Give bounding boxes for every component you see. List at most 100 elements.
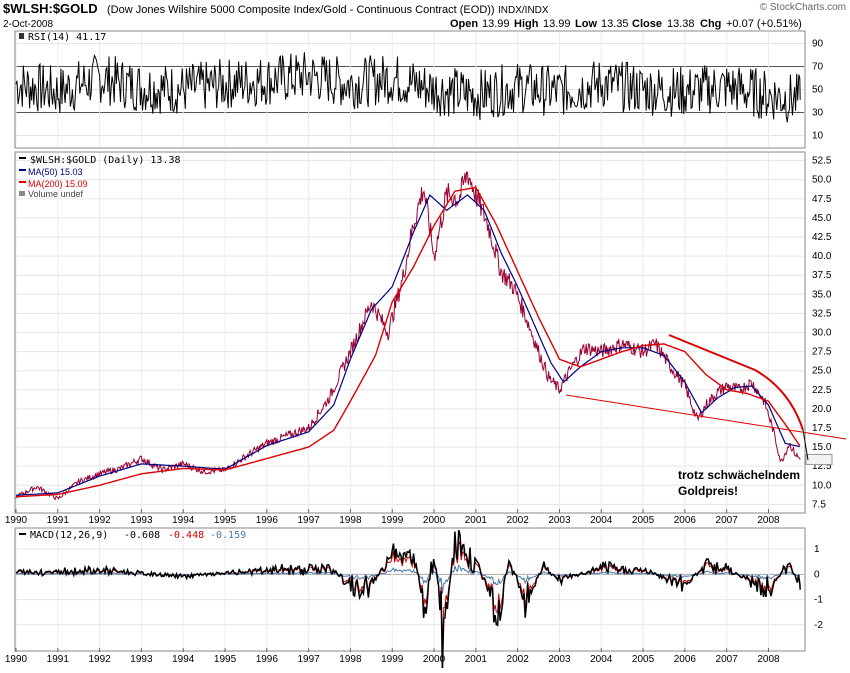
- symbol-description: (Dow Jones Wilshire 5000 Composite Index…: [107, 4, 495, 16]
- x-axis-bottom-label: 1996: [256, 654, 279, 665]
- signal-legend-value: -0.448: [168, 530, 204, 541]
- ma50-line: [15, 193, 800, 496]
- brand-label: © StockCharts.com: [760, 2, 846, 13]
- low-value: 13.35: [601, 18, 629, 30]
- x-axis-bottom-label: 1999: [381, 654, 404, 665]
- rsi-line: [15, 52, 801, 123]
- low-label: Low: [575, 18, 597, 30]
- date-label: 2-Oct-2008: [3, 19, 53, 30]
- x-axis-mid-label: 2003: [548, 515, 571, 526]
- macd-tick-label: 0: [814, 569, 820, 580]
- x-axis-mid-label: 2001: [465, 515, 488, 526]
- price-legend-text: $WLSH:$GOLD (Daily) 13.38: [30, 155, 181, 166]
- x-axis-mid-label: 2006: [674, 515, 697, 526]
- x-axis-mid-label: 1998: [339, 515, 362, 526]
- price-tick-label: 32.5: [812, 308, 832, 319]
- annotation-line-1: trotz schwächelndem: [678, 468, 800, 482]
- x-axis-bottom-label: 2003: [548, 654, 571, 665]
- x-axis-mid-label: 2008: [757, 515, 780, 526]
- x-axis-bottom-label: 1992: [88, 654, 111, 665]
- x-axis-mid-label: 2007: [716, 515, 739, 526]
- annotation-line-2: Goldpreis!: [678, 484, 738, 498]
- price-tick-label: 40.0: [812, 251, 832, 262]
- price-legend-swatch: [19, 157, 26, 159]
- price-tick-label: 22.5: [812, 385, 832, 396]
- volume-legend-text: Volume undef: [28, 189, 84, 199]
- price-legend: $WLSH:$GOLD (Daily) 13.38 MA(50) 15.03 M…: [19, 155, 181, 199]
- symbol-title: $WLSH:$GOLD: [3, 1, 98, 16]
- close-value: 13.38: [667, 18, 695, 30]
- x-axis-bottom-label: 2001: [465, 654, 488, 665]
- rsi-tick-label: 70: [812, 62, 824, 73]
- x-axis-mid-label: 2004: [590, 515, 613, 526]
- x-axis-mid-label: 1997: [298, 515, 321, 526]
- ma200-legend-text: MA(200) 15.09: [28, 179, 88, 189]
- close-label: Close: [632, 18, 662, 30]
- x-axis-bottom-label: 2007: [716, 654, 739, 665]
- price-tick-label: 52.5: [812, 156, 832, 167]
- price-tick-label: 35.0: [812, 289, 832, 300]
- rsi-legend-swatch: [19, 33, 24, 39]
- price-tick-label: 27.5: [812, 347, 832, 358]
- exchange-label: INDX/INDX: [498, 5, 549, 16]
- price-tick-label: 30.0: [812, 328, 832, 339]
- high-value: 13.99: [543, 18, 571, 30]
- macd-tick-label: 1: [814, 544, 820, 555]
- ma50-legend-swatch: [19, 169, 26, 171]
- price-tick-label: 25.0: [812, 366, 832, 377]
- price-tick-label: 12.5: [812, 461, 832, 472]
- rsi-legend-text: RSI(14) 41.17: [28, 32, 106, 43]
- price-tick-label: 10.0: [812, 480, 832, 491]
- x-axis-bottom-label: 2008: [757, 654, 780, 665]
- x-axis-mid-label: 2002: [507, 515, 530, 526]
- price-tick-label: 15.0: [812, 442, 832, 453]
- x-axis-mid-label: 1992: [88, 515, 111, 526]
- macd-panel-frame: [14, 527, 806, 652]
- price-tick-label: 42.5: [812, 232, 832, 243]
- x-axis-bottom-label: 1997: [298, 654, 321, 665]
- price-series: [15, 171, 833, 500]
- price-tick-label: 47.5: [812, 194, 832, 205]
- macd-legend: MACD(12,26,9) -0.608 -0.448 -0.159: [19, 530, 246, 541]
- x-axis-mid-label: 1991: [47, 515, 70, 526]
- x-axis-bottom: 1990 1991 1992 1993 1994 1995 1996 1997 1998 1999…: [5, 648, 780, 665]
- macd-legend-value: -0.608: [124, 530, 160, 541]
- rsi-tick-label: 30: [812, 108, 824, 119]
- x-axis-mid-label: 1996: [256, 515, 279, 526]
- price-tick-label: 7.5: [812, 499, 826, 510]
- x-axis-bottom-label: 1994: [172, 654, 195, 665]
- macd-tick-label: -1: [814, 595, 823, 606]
- macd-legend-name: MACD(12,26,9): [30, 530, 108, 541]
- macd-legend-swatch: [19, 533, 26, 535]
- x-axis-bottom-label: 2005: [632, 654, 655, 665]
- x-axis-bottom-label: 2006: [674, 654, 697, 665]
- hist-legend-value: -0.159: [210, 530, 246, 541]
- x-axis-mid-label: 1999: [381, 515, 404, 526]
- x-axis-mid-label: 1990: [5, 515, 28, 526]
- annotation-pointer: [802, 429, 809, 461]
- macd-line: [15, 529, 801, 673]
- price-tick-label: 17.5: [812, 423, 832, 434]
- x-axis-mid-label: 1994: [172, 515, 195, 526]
- x-axis-bottom-label: 2000: [423, 654, 446, 665]
- x-axis-middle: 1990 1991 1992 1993 1994 1995 1996 1997 1998 1999…: [5, 509, 780, 526]
- price-line: [15, 171, 801, 500]
- macd-tick-label: -2: [814, 620, 823, 631]
- x-axis-mid-label: 1995: [214, 515, 237, 526]
- x-axis-bottom-label: 1993: [130, 654, 153, 665]
- x-axis-bottom-label: 2002: [507, 654, 530, 665]
- open-value: 13.99: [482, 18, 510, 30]
- price-tick-label: 20.0: [812, 404, 832, 415]
- chg-value: +0.07 (+0.51%): [726, 18, 802, 30]
- chg-label: Chg: [700, 18, 721, 30]
- ma50-legend-text: MA(50) 15.03: [28, 167, 83, 177]
- trendline-annotations: [565, 334, 847, 461]
- x-axis-bottom-label: 1995: [214, 654, 237, 665]
- x-axis-bottom-label: 1991: [47, 654, 70, 665]
- x-axis-bottom-label: 1990: [5, 654, 28, 665]
- ma200-legend-swatch: [19, 181, 26, 183]
- x-axis-bottom-label: 2004: [590, 654, 613, 665]
- rsi-tick-label: 10: [812, 131, 824, 142]
